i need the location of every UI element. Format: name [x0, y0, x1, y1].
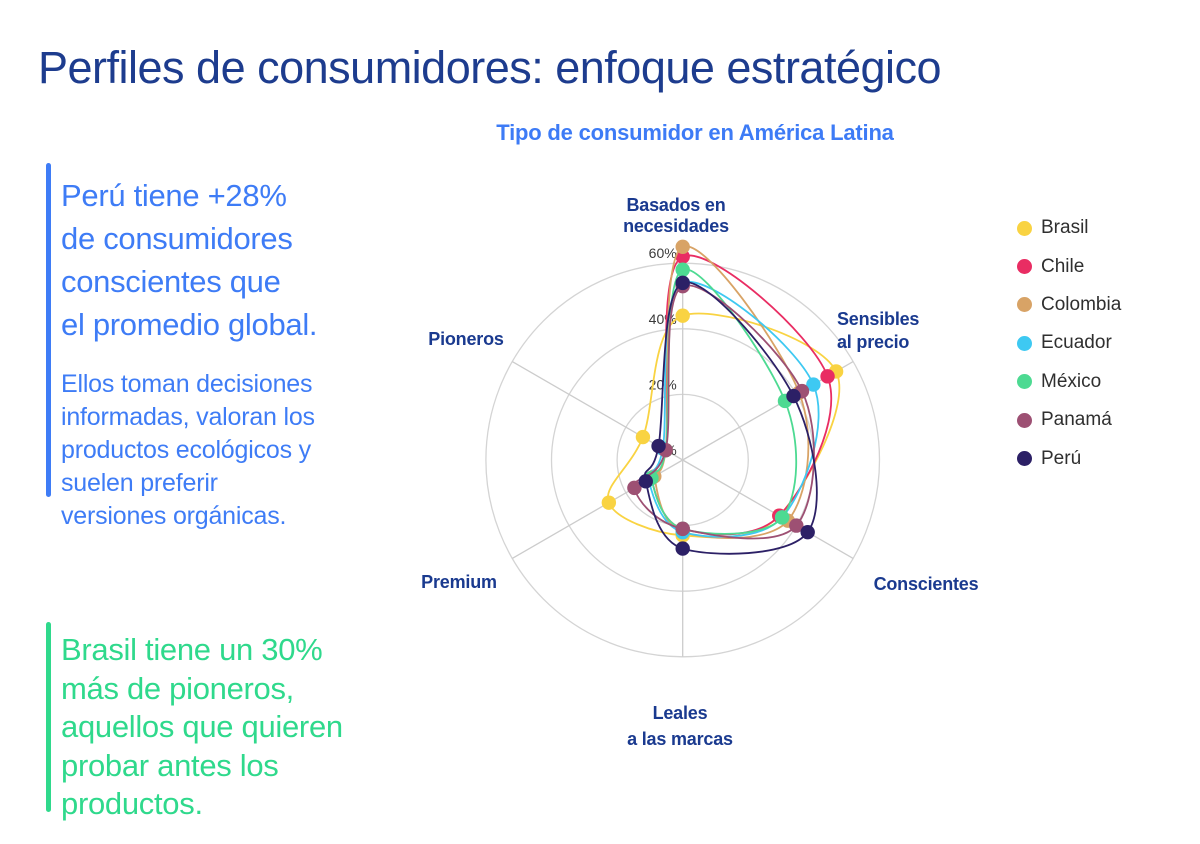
radar-chart: 0%20%40%60%Basados ennecesidadesSensible…	[421, 195, 979, 749]
legend-item-chile: Chile	[1017, 247, 1121, 285]
legend-swatch-icon	[1017, 259, 1032, 275]
legend-label: Perú	[1041, 447, 1082, 469]
legend-label: Brasil	[1041, 217, 1089, 239]
axis-label: Sensibles al precio	[837, 309, 919, 352]
axis-label: Pioneros	[428, 329, 504, 349]
series-dot-perú	[675, 275, 690, 291]
legend-item-perú: Perú	[1017, 439, 1121, 477]
series-dot-perú	[800, 524, 815, 540]
legend-label: Chile	[1041, 255, 1085, 277]
legend-item-ecuador: Ecuador	[1017, 324, 1121, 362]
legend-label: Colombia	[1041, 293, 1122, 315]
axis-label: Leales a las marcas	[627, 703, 733, 749]
radial-tick-label: 40%	[649, 311, 677, 327]
axis-label: Conscientes	[874, 574, 979, 594]
insight-brasil-highlight: Brasil tiene un 30% más de pioneros, aqu…	[61, 632, 343, 821]
legend-swatch-icon	[1017, 335, 1032, 351]
series-dot-chile	[675, 249, 690, 264]
series-dot-brasil	[675, 308, 690, 323]
legend-item-brasil: Brasil	[1017, 209, 1121, 247]
legend-swatch-icon	[1017, 412, 1032, 428]
series-dot-panamá	[789, 518, 804, 533]
series-line-panamá	[633, 284, 815, 540]
series-dot-chile	[820, 369, 835, 384]
legend-swatch-icon	[1017, 451, 1032, 467]
insight-peru: Perú tiene +28% de consumidores conscien…	[61, 156, 421, 551]
legend-swatch-icon	[1017, 220, 1032, 236]
legend-item-colombia: Colombia	[1017, 286, 1121, 324]
series-line-ecuador	[647, 280, 820, 538]
legend-item-méxico: México	[1017, 363, 1121, 401]
insight-peru-detail: Ellos toman decisiones informadas, valor…	[61, 370, 315, 530]
insight-brasil-accent-bar	[46, 622, 51, 812]
axis-label: Basados en necesidades	[623, 195, 729, 236]
legend-item-panamá: Panamá	[1017, 401, 1121, 439]
series-line-perú	[644, 281, 818, 555]
insight-peru-highlight: Perú tiene +28% de consumidores conscien…	[61, 178, 318, 342]
legend-swatch-icon	[1017, 297, 1032, 313]
series-dot-perú	[651, 438, 666, 454]
series-dot-ecuador	[806, 377, 821, 392]
legend-label: Ecuador	[1041, 332, 1112, 354]
page-title: Perfiles de consumidores: enfoque estrat…	[38, 42, 942, 94]
insight-peru-accent-bar	[46, 163, 51, 497]
series-dot-méxico	[675, 262, 690, 277]
series-dot-méxico	[774, 510, 790, 525]
series-dot-brasil	[601, 495, 617, 510]
radar-axis-line	[682, 459, 854, 559]
radial-tick-label: 60%	[649, 245, 677, 261]
insight-brasil: Brasil tiene un 30% más de pioneros, aqu…	[61, 613, 441, 842]
axis-label: Premium	[421, 572, 497, 592]
series-dot-panamá	[675, 521, 690, 537]
series-dot-brasil	[635, 429, 651, 445]
series-dot-colombia	[675, 239, 690, 254]
series-dot-perú	[786, 388, 801, 404]
legend-swatch-icon	[1017, 374, 1032, 390]
chart-legend: Brasil Chile Colombia Ecuador México Panamá Pe…	[1017, 209, 1121, 478]
series-dot-perú	[638, 474, 653, 489]
legend-label: Panamá	[1041, 409, 1112, 431]
chart-title: Tipo de consumidor en América Latina	[496, 120, 894, 145]
legend-label: México	[1041, 370, 1102, 392]
series-dot-perú	[675, 541, 690, 556]
series-dot-panamá	[627, 480, 642, 496]
